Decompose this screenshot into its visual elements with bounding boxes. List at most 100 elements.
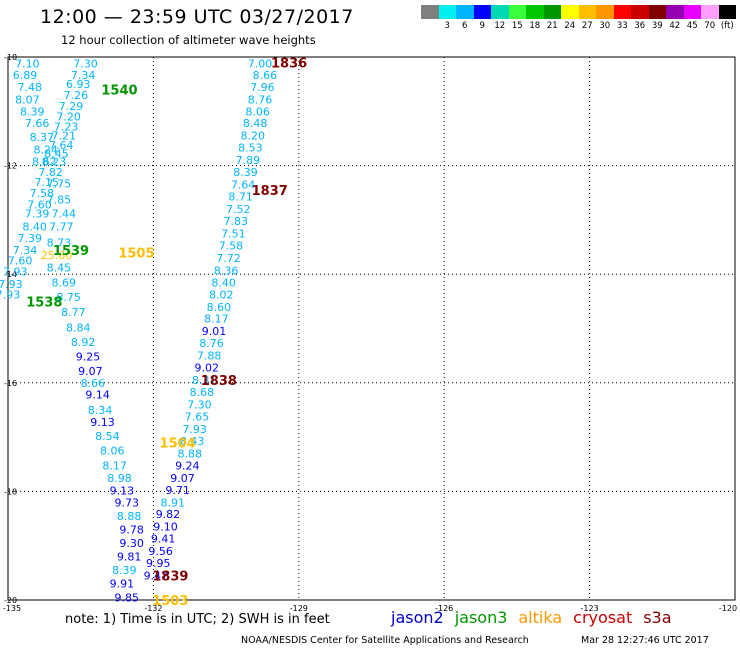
- y-tick-label: -16: [4, 379, 17, 388]
- wave-height-value: 7.93: [0, 278, 23, 291]
- wave-height-value: 9.41: [151, 533, 176, 546]
- wave-height-value: 7.65: [185, 410, 210, 423]
- wave-height-value: 8.68: [190, 386, 215, 399]
- footer-note: note: 1) Time is in UTC; 2) SWH is in fe…: [65, 612, 330, 627]
- legend-tick-label: 27: [581, 21, 593, 31]
- wave-height-value: 8.43: [180, 435, 205, 448]
- legend-swatch: [508, 5, 526, 19]
- wave-height-value: 7.89: [236, 154, 261, 167]
- legend-swatch: [648, 5, 666, 19]
- wave-height-value: 9.82: [156, 508, 181, 521]
- wave-height-value: 7.96: [250, 81, 275, 94]
- wave-height-value: 7.58: [30, 187, 55, 200]
- wave-height-value: 8.24: [34, 143, 59, 156]
- legend-swatch: [613, 5, 631, 19]
- wave-height-value: 8.66: [81, 377, 106, 390]
- wave-height-value: 7.60: [8, 255, 33, 268]
- wave-height-value: 9.95: [146, 557, 171, 570]
- wave-height-value: 9.81: [117, 551, 142, 564]
- legend-swatch: [561, 5, 579, 19]
- wave-height-value: 7.30: [187, 399, 212, 412]
- wave-height-value: 7.72: [216, 252, 241, 265]
- wave-height-value: 8.45: [47, 262, 72, 275]
- wave-height-value: 9.07: [170, 472, 195, 485]
- legend-tick-label: 18: [529, 21, 541, 31]
- wave-height-value: 7.93: [182, 423, 207, 436]
- wave-height-value: 7.23: [54, 121, 79, 134]
- satellite-label: s3a: [643, 608, 672, 627]
- legend-swatch: [631, 5, 649, 19]
- legend-swatch: [701, 5, 719, 19]
- wave-height-value: 8.66: [253, 69, 278, 82]
- wave-height-value: 9.02: [194, 362, 219, 375]
- legend-swatch: [473, 5, 491, 19]
- legend-swatch: [438, 5, 456, 19]
- wave-height-value: 8.91: [161, 496, 186, 509]
- satellite-label: altika: [518, 608, 563, 627]
- wave-height-value: 8.06: [245, 105, 270, 118]
- pass-time-label: 1504: [160, 437, 196, 452]
- wave-height-value: 7.64: [49, 139, 74, 152]
- legend-tick-label: 33: [616, 21, 628, 31]
- pass-time-label: 1839: [152, 570, 188, 585]
- wave-height-value: 6.89: [13, 69, 38, 82]
- color-scale-legend: [421, 5, 736, 19]
- satellite-legend: jason2 jason3 altika cryosat s3a: [391, 608, 683, 627]
- wave-height-value: 8.62: [32, 155, 57, 168]
- wave-height-value: 7.20: [56, 111, 81, 124]
- wave-height-value: 7.85: [47, 193, 72, 206]
- wave-height-value: 7.83: [224, 215, 249, 228]
- wave-height-value: 8.92: [71, 336, 96, 349]
- wave-height-value: 8.84: [66, 321, 91, 334]
- wave-height-value: 9.71: [165, 484, 190, 497]
- wave-height-value: 9.25: [76, 351, 101, 364]
- legend-swatch: [596, 5, 614, 19]
- wave-height-value: 7.39: [18, 232, 43, 245]
- legend-swatch: [421, 5, 439, 19]
- wave-height-value: 7.93: [0, 288, 20, 301]
- legend-tick-label: 21: [546, 21, 558, 31]
- wave-height-value: 7.29: [59, 100, 84, 113]
- wave-height-value: 8.54: [95, 430, 120, 443]
- legend-tick-label: 6: [462, 21, 468, 31]
- wave-height-value: 7.93: [3, 265, 28, 278]
- wave-height-value: 8.48: [243, 117, 268, 130]
- wave-height-value: 8.69: [51, 276, 76, 289]
- legend-swatch: [718, 5, 736, 19]
- wave-height-value: 7.64: [231, 179, 256, 192]
- satellite-label: jason3: [454, 608, 508, 627]
- wave-height-value: 9.30: [119, 537, 144, 550]
- wave-height-value: 8.71: [228, 191, 253, 204]
- x-tick-label: -132: [144, 604, 162, 613]
- legend-swatch: [491, 5, 509, 19]
- wave-height-value: 8.53: [238, 142, 263, 155]
- pass-time-label: 1503: [152, 594, 188, 609]
- wave-height-value: 7.77: [49, 220, 74, 233]
- legend-tick-label: 70: [704, 21, 716, 31]
- wave-height-value: 8.88: [178, 447, 203, 460]
- wave-height-value: 9.91: [110, 578, 135, 591]
- wave-height-value: 8.31: [192, 374, 217, 387]
- pass-time-label: 1838: [201, 374, 237, 389]
- wave-height-value: 9.78: [119, 523, 144, 536]
- pass-time-label: 1836: [271, 56, 307, 71]
- wave-height-value: 7.52: [226, 203, 251, 216]
- wave-height-value: 8.39: [233, 166, 258, 179]
- wave-height-value: 7.44: [51, 207, 76, 220]
- pass-time-label: 1540: [101, 84, 137, 99]
- map-title: 12:00 — 23:59 UTC 03/27/2017: [40, 6, 354, 28]
- wave-height-value: 8.76: [248, 93, 273, 106]
- legend-tick-label: 39: [651, 21, 663, 31]
- legend-swatch: [543, 5, 561, 19]
- wave-height-value: 8.34: [88, 404, 113, 417]
- wave-height-value: 8.20: [241, 130, 266, 143]
- map-subtitle: 12 hour collection of altimeter wave hei…: [61, 33, 316, 47]
- wave-height-value: 7.48: [18, 81, 43, 94]
- pass-time-label: 1539: [53, 244, 89, 259]
- legend-tick-label: 24: [564, 21, 576, 31]
- wave-height-value: 8.40: [211, 276, 236, 289]
- y-tick-label: -12: [4, 162, 17, 171]
- legend-swatch: [526, 5, 544, 19]
- legend-tick-label: 15: [511, 21, 523, 31]
